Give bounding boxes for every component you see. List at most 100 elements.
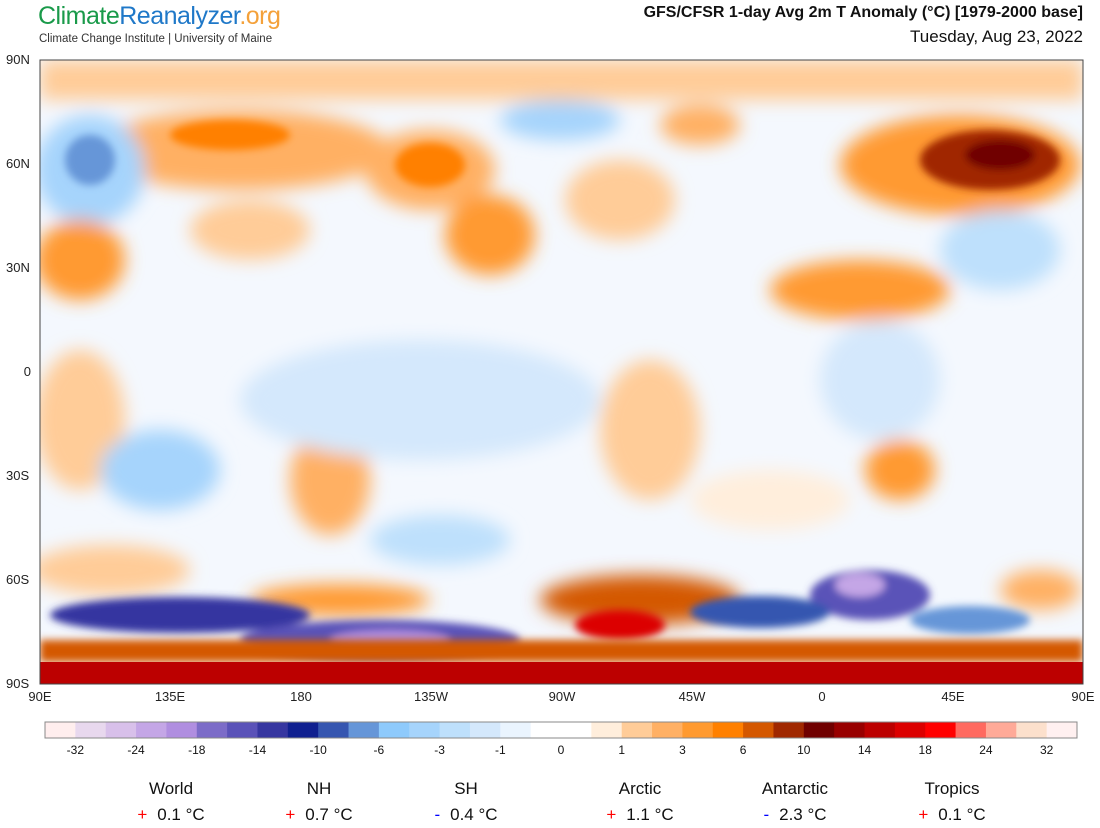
colorbar-swatch [196,722,228,738]
stat-nh: NH +0.7 °C [249,779,389,825]
colorbar-swatch [105,722,137,738]
stat-sign: - [434,805,441,824]
colorbar-swatch [985,722,1017,738]
lon-label: 90W [548,689,576,704]
anomaly-map [39,59,1084,685]
colorbar-tick-label: 1 [618,743,626,757]
colorbar-swatch [803,722,835,738]
lon-label: 45E [941,689,965,704]
map-title: GFS/CFSR 1-day Avg 2m T Anomaly (°C) [19… [643,4,1083,21]
stat-number: 2.3 °C [779,805,827,824]
stat-value: +1.1 °C [570,805,710,825]
colorbar-swatch [834,722,866,738]
colorbar-swatch [621,722,653,738]
colorbar-swatch [287,722,319,738]
colorbar-tick-label: -1 [494,743,506,757]
lat-label: 30S [6,468,30,483]
logo-subtitle: Climate Change Institute | University of… [39,33,273,45]
colorbar-swatch [409,722,441,738]
colorbar-swatch [166,722,198,738]
stat-region-name: NH [306,779,332,798]
lon-label: 180 [290,689,312,704]
lon-label: 45W [678,689,706,704]
colorbar-swatch [955,722,987,738]
colorbar-tick-label: 10 [797,743,811,757]
colorbar-tick-label: 32 [1039,743,1054,757]
stat-world: World +0.1 °C [101,779,241,825]
colorbar-tick-label: -24 [127,743,145,757]
lon-label: 135E [154,689,186,704]
colorbar-swatch [561,722,592,738]
colorbar-swatch [136,722,167,738]
stat-arctic: Arctic +1.1 °C [570,779,710,825]
stat-value: +0.1 °C [101,805,241,825]
lon-label: 135W [414,689,448,704]
stat-region-name: Antarctic [761,779,829,798]
stat-sign: + [918,805,929,824]
stat-value: -2.3 °C [725,805,865,825]
stat-region-name: SH [454,779,478,798]
lat-label: 60N [6,156,30,171]
colorbar-swatch [227,722,258,738]
stat-number: 1.1 °C [626,805,674,824]
colorbar-swatch [743,722,774,738]
lat-label: 90N [6,52,30,67]
colorbar-swatch [682,722,714,738]
lon-label: 90E [28,689,52,704]
lat-label: 90S [6,676,30,691]
map-frame [39,59,1084,685]
stat-sign: - [763,805,770,824]
colorbar-swatch [1016,722,1048,738]
colorbar-tick-label: -14 [248,743,267,757]
colorbar-swatch [500,722,532,738]
anomaly-field [40,60,1083,684]
colorbar-swatch [348,722,380,738]
colorbar-swatch [1046,722,1078,738]
stat-value: +0.7 °C [249,805,389,825]
colorbar-swatch [45,722,76,738]
colorbar-swatch [257,722,289,738]
colorbar-swatch [75,722,107,738]
logo-part-climate: Climate [38,2,120,30]
colorbar-swatch [773,722,805,738]
logo-part-reanalyzer: Reanalyzer [119,2,240,30]
colorbar-tick-label: 0 [557,743,565,757]
colorbar-swatch [925,722,957,738]
colorbar-swatch [652,722,683,738]
colorbar-border [44,721,1078,739]
colorbar-tick-label: 14 [857,743,872,757]
stat-sign: + [285,805,296,824]
stat-number: 0.4 °C [450,805,498,824]
stat-region-name: Arctic [618,779,662,798]
lat-label: 60S [6,572,30,587]
lon-label: 0 [818,689,826,704]
logo-part-org: .org [239,2,281,30]
map-date: Tuesday, Aug 23, 2022 [910,27,1083,46]
stat-value: +0.1 °C [882,805,1022,825]
colorbar-swatch [591,722,623,738]
lat-label: 30N [6,260,30,275]
colorbar-swatch [378,722,410,738]
stat-number: 0.1 °C [157,805,205,824]
colorbar-swatch [712,722,744,738]
colorbar-swatch [439,722,471,738]
lat-label: 0 [23,364,31,379]
climate-reanalyzer-logo[interactable]: ClimateReanalyzer.org [38,2,281,31]
stat-region-name: Tropics [924,779,980,798]
stat-tropics: Tropics +0.1 °C [882,779,1022,825]
colorbar-tick-label: 24 [979,743,993,757]
colorbar-swatch [469,722,501,738]
stat-value: -0.4 °C [396,805,536,825]
stat-sign: + [606,805,617,824]
colorbar-tick-label: -32 [66,743,85,757]
colorbar-swatch [864,722,896,738]
colorbar-swatch [318,722,350,738]
stat-sign: + [137,805,148,824]
colorbar-swatch [894,722,926,738]
lon-label: 90E [1071,689,1095,704]
stat-antarctic: Antarctic -2.3 °C [725,779,865,825]
colorbar-tick-label: 3 [679,743,686,757]
stat-number: 0.1 °C [938,805,986,824]
colorbar-tick-label: 18 [918,743,932,757]
